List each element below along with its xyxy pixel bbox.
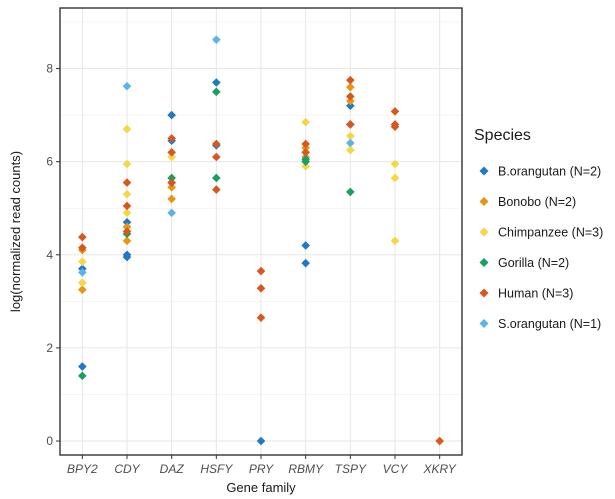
data-point <box>78 268 87 277</box>
legend-label: Bonobo (N=2) <box>498 195 576 209</box>
data-point <box>122 201 132 211</box>
legend-label: Chimpanzee (N=3) <box>498 226 603 240</box>
y-axis-title: log(normalized read counts) <box>8 151 23 312</box>
data-point <box>122 208 132 218</box>
legend-key <box>479 166 489 176</box>
data-point <box>78 371 87 381</box>
x-tick-label: VCY <box>383 462 409 476</box>
y-tick-label: 6 <box>46 155 53 169</box>
data-point <box>256 266 266 276</box>
data-point <box>78 285 87 295</box>
y-tick-label: 8 <box>46 62 53 76</box>
data-point <box>78 257 87 267</box>
x-tick-label: RBMY <box>288 462 324 476</box>
data-point <box>167 178 176 187</box>
data-point <box>167 208 176 218</box>
x-tick-label: BPY2 <box>67 462 98 476</box>
data-point <box>301 117 310 127</box>
data-point <box>390 236 400 246</box>
legend-key <box>479 227 489 237</box>
data-point <box>346 96 355 106</box>
data-point <box>122 124 132 134</box>
data-point <box>212 152 221 162</box>
data-point <box>122 227 132 236</box>
data-point <box>212 185 221 194</box>
x-tick-label: PRY <box>249 462 274 476</box>
data-point <box>212 35 221 44</box>
axes: 0 2 4 6 8 BPY2 CDY DAZ HSFY PRY RBMY TSPY VCY XKRY <box>46 62 456 476</box>
data-point <box>212 87 221 97</box>
data-point <box>256 436 266 446</box>
data-point <box>346 187 355 197</box>
data-point <box>167 134 176 143</box>
data-point <box>212 78 221 87</box>
data-point <box>167 194 176 204</box>
legend-label: Gorilla (N=2) <box>498 256 569 270</box>
legend: Species B.orangutan (N=2) Bonobo (N=2) Chi… <box>474 127 603 331</box>
legend-title: Species <box>474 127 531 144</box>
x-tick-label: HSFY <box>200 462 233 476</box>
legend-label: B.orangutan (N=2) <box>498 165 601 179</box>
data-point <box>122 81 132 91</box>
data-point <box>167 110 176 120</box>
data-point <box>390 107 400 116</box>
data-point <box>167 173 176 183</box>
legend-label: S.orangutan (N=1) <box>498 317 601 331</box>
x-tick-label: DAZ <box>160 462 185 476</box>
data-point <box>122 189 132 199</box>
data-point <box>346 92 355 101</box>
data-point <box>122 236 132 246</box>
data-point <box>390 159 400 169</box>
data-point <box>122 217 132 227</box>
data-point <box>346 75 355 85</box>
data-point <box>301 139 310 149</box>
data-point <box>435 436 444 446</box>
data-point <box>346 120 355 129</box>
data-point <box>212 139 221 149</box>
data-point <box>390 173 400 183</box>
data-point <box>301 258 310 268</box>
legend-key <box>479 288 489 298</box>
x-tick-label: CDY <box>114 462 140 476</box>
data-point <box>122 159 132 169</box>
x-tick-label: TSPY <box>335 462 367 476</box>
x-axis-title: Gene family <box>226 480 296 495</box>
x-tick-label: XKRY <box>423 462 457 476</box>
y-tick-label: 4 <box>46 248 53 262</box>
data-point <box>346 131 355 141</box>
data-point <box>301 148 310 157</box>
y-tick-label: 0 <box>46 434 53 448</box>
legend-key <box>479 197 489 206</box>
y-tick-label: 2 <box>46 341 53 355</box>
legend-key <box>479 258 489 267</box>
data-point <box>78 243 87 253</box>
data-point <box>346 101 355 111</box>
data-point <box>167 148 176 157</box>
data-point <box>78 232 87 242</box>
data-point <box>122 252 132 262</box>
data-point <box>346 138 355 148</box>
data-point <box>122 178 132 187</box>
data-point <box>78 278 87 288</box>
data-point <box>167 182 176 192</box>
data-point <box>256 313 266 322</box>
data-point <box>212 173 221 183</box>
data-point <box>301 241 310 250</box>
data-point <box>167 152 176 162</box>
data-point <box>301 157 310 166</box>
legend-key <box>479 319 489 328</box>
data-point <box>301 162 310 171</box>
data-points <box>78 35 444 446</box>
legend-label: Human (N=3) <box>498 287 573 301</box>
data-point <box>78 362 87 371</box>
data-point <box>390 122 400 132</box>
data-point <box>122 222 132 232</box>
data-point <box>346 82 355 92</box>
data-point <box>256 284 266 293</box>
data-point <box>346 145 355 155</box>
